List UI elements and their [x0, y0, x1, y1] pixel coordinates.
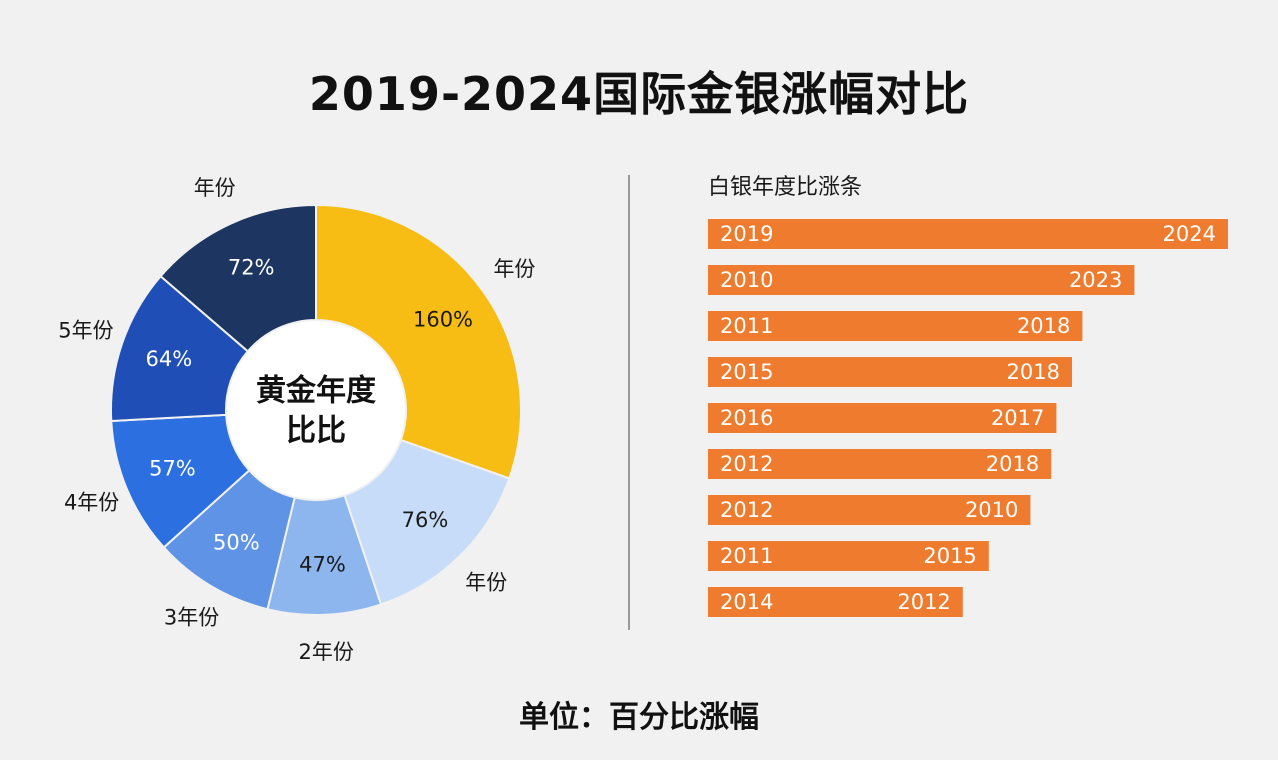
slice-value-label: 72%	[228, 256, 275, 280]
bar-left-label: 2014	[720, 590, 773, 614]
slice-outer-label: 年份	[493, 257, 535, 281]
page-title: 2019-2024国际金银涨幅对比	[308, 67, 970, 121]
bar	[708, 541, 989, 571]
bar	[708, 357, 1072, 387]
bar	[708, 311, 1083, 341]
unit-label: 单位：百分比涨幅	[519, 700, 759, 735]
bar	[708, 219, 1228, 249]
donut-slice	[110, 274, 250, 423]
bar-left-label: 2011	[720, 544, 773, 568]
slice-value-label: 50%	[213, 531, 260, 555]
bar-right-label: 2018	[986, 452, 1039, 476]
gold-donut-chart: 160% 年份 76% 年份 47% 2年份 50% 3年份 57% 4年份 64% 5年份 72% 年份…	[58, 176, 535, 664]
slice-outer-label: 年份	[194, 176, 236, 200]
bar-right-label: 2018	[1017, 314, 1070, 338]
bar-left-label: 2012	[720, 452, 773, 476]
bar-right-label: 2015	[923, 544, 976, 568]
slice-value-label: 76%	[402, 508, 449, 532]
bar	[708, 265, 1135, 295]
silver-bar-chart: 白银年度比涨条 2019 2024 2010 2023 2011 2018 2015 2018 2…	[708, 175, 1228, 617]
slice-outer-label: 年份	[465, 570, 507, 594]
bar-left-label: 2016	[720, 406, 773, 430]
bar-right-label: 2018	[1007, 360, 1060, 384]
slice-outer-label: 2年份	[298, 640, 353, 664]
slice-value-label: 47%	[299, 552, 346, 576]
bar-right-label: 2017	[991, 406, 1044, 430]
bar-right-label: 2024	[1163, 222, 1216, 246]
slice-outer-label: 4年份	[64, 490, 119, 514]
donut-center-label: 比比	[286, 414, 346, 449]
slice-value-label: 160%	[413, 307, 473, 331]
bar-left-label: 2010	[720, 268, 773, 292]
bar-left-label: 2015	[720, 360, 773, 384]
bar-chart-title: 白银年度比涨条	[708, 175, 862, 200]
bar-right-label: 2012	[897, 590, 950, 614]
bar-left-label: 2011	[720, 314, 773, 338]
bar-right-label: 2023	[1069, 268, 1122, 292]
bar	[708, 587, 963, 617]
donut-slice	[315, 203, 522, 480]
donut-slice	[343, 438, 511, 606]
slice-value-label: 57%	[149, 457, 196, 481]
slice-outer-label: 3年份	[164, 606, 219, 630]
bar-right-label: 2010	[965, 498, 1018, 522]
donut-center-label: 黄金年度	[256, 374, 376, 409]
slice-outer-label: 5年份	[58, 319, 113, 343]
slice-value-label: 64%	[145, 347, 192, 371]
bar	[708, 449, 1052, 479]
bar	[708, 403, 1057, 433]
bar-left-label: 2012	[720, 498, 773, 522]
bar-left-label: 2019	[720, 222, 773, 246]
donut-hole	[227, 321, 405, 499]
bar	[708, 495, 1031, 525]
divider	[628, 175, 630, 630]
donut-slice	[159, 203, 317, 353]
